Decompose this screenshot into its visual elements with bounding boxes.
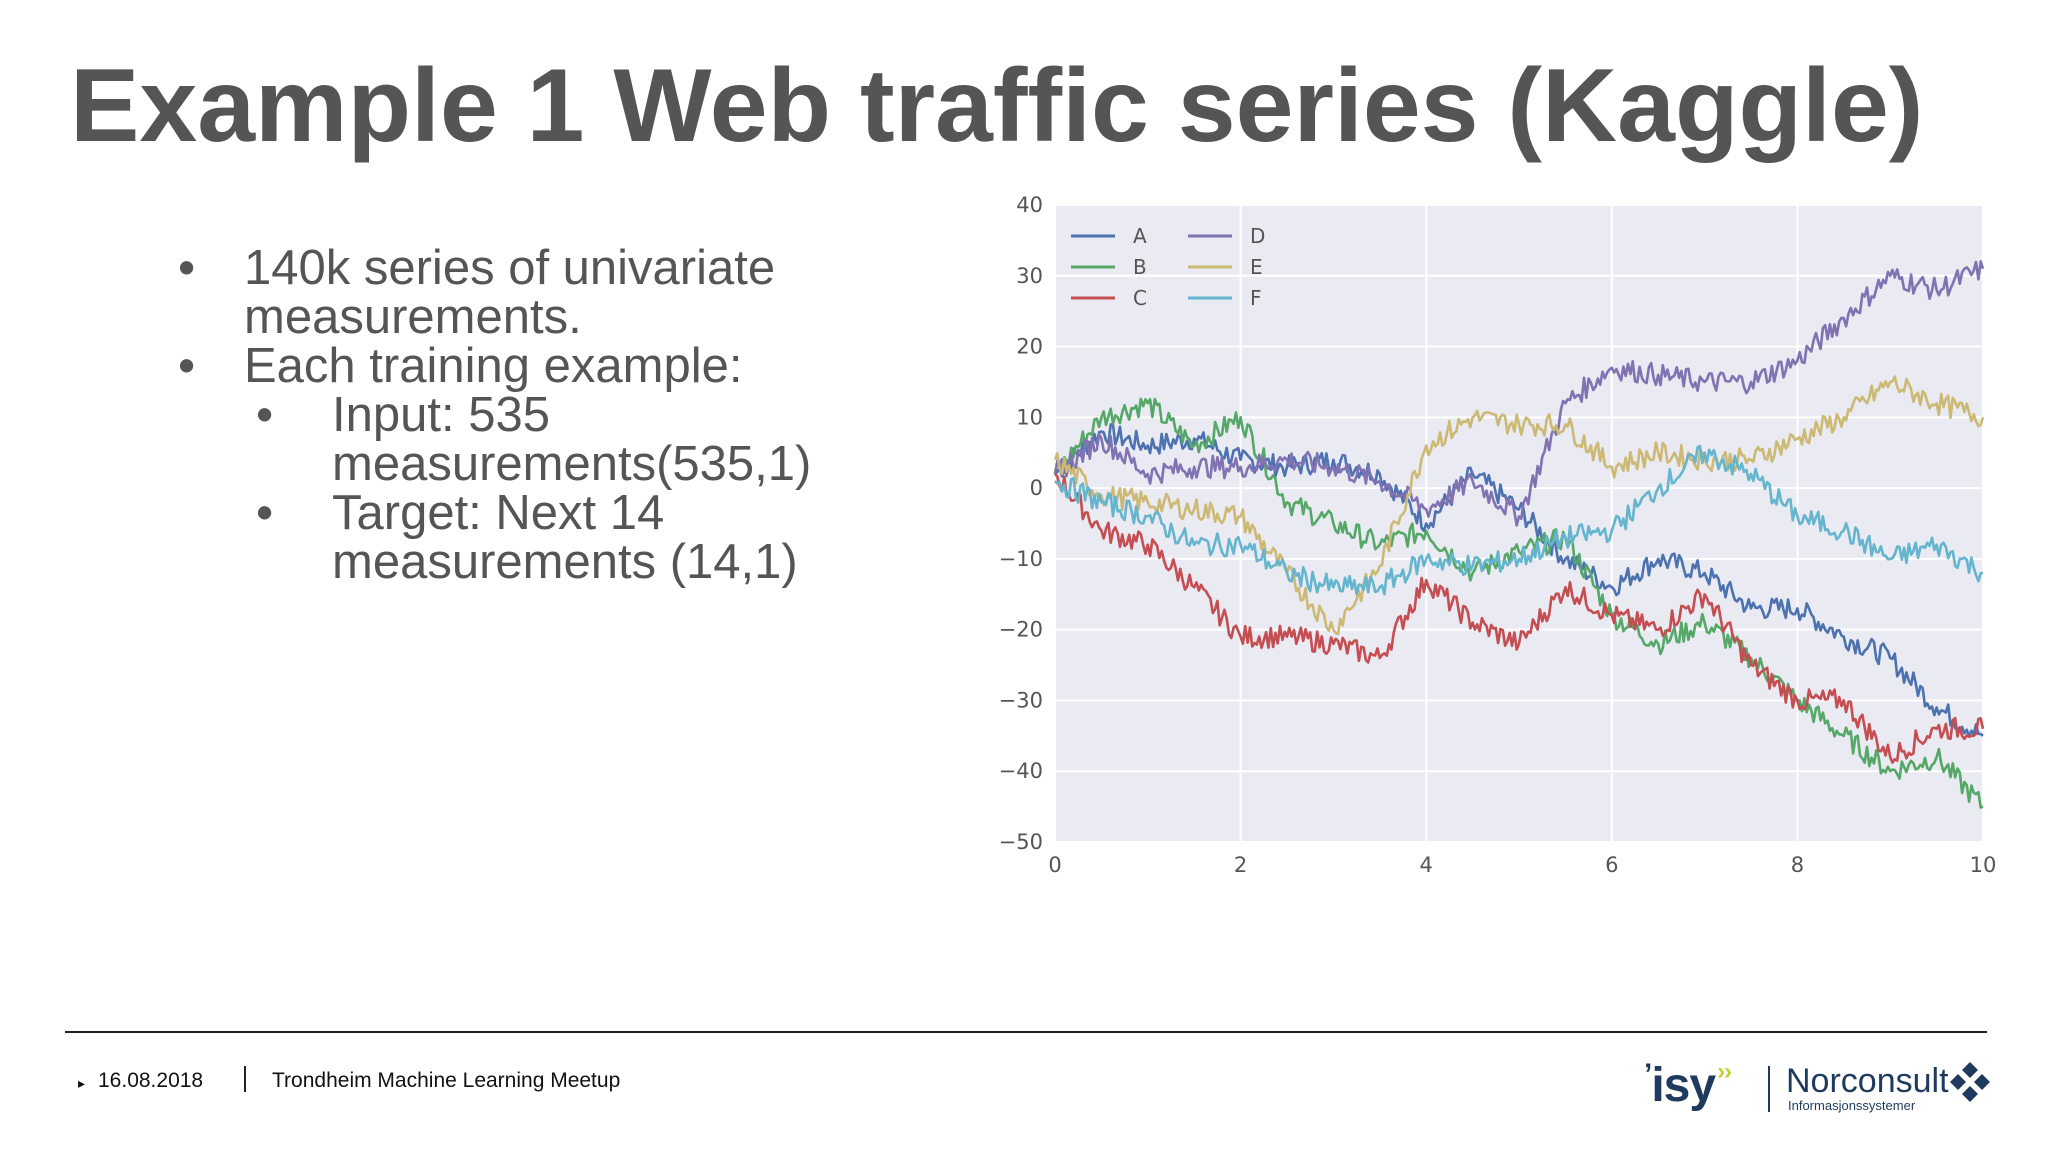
footer-divider bbox=[65, 1031, 1987, 1033]
y-tick-label: −30 bbox=[999, 688, 1043, 712]
series-line-C bbox=[1054, 473, 1985, 764]
bullet-list: • 140k series of univariate measurements… bbox=[178, 244, 918, 587]
y-tick-label: 20 bbox=[1016, 335, 1043, 359]
norconsult-diamond-icon bbox=[1950, 1062, 1990, 1102]
x-tick-label: 2 bbox=[1234, 853, 1247, 877]
bullet-text: Each training example: bbox=[244, 339, 743, 393]
isy-arrows-icon: ›› bbox=[1717, 1058, 1732, 1085]
y-tick-label: 0 bbox=[1030, 476, 1043, 500]
x-tick-label: 8 bbox=[1791, 853, 1804, 877]
bullet-item: • 140k series of univariate measurements… bbox=[178, 244, 918, 342]
isy-logo-text: ISY bbox=[1651, 1059, 1716, 1112]
bullet-text: 140k series of univariate measurements. bbox=[244, 241, 776, 344]
x-tick-label: 0 bbox=[1048, 853, 1061, 877]
sub-bullet-item: • Input: 535 measurements(535,1) bbox=[256, 391, 918, 489]
norconsult-logo-subtext: Informasjonssystemer bbox=[1788, 1098, 1916, 1113]
series-line-A bbox=[1054, 423, 1984, 738]
bullet-dot: • bbox=[256, 388, 274, 442]
x-tick-label: 4 bbox=[1420, 853, 1433, 877]
footer-arrow-icon: ▸ bbox=[78, 1075, 86, 1091]
sub-bullet-item: • Target: Next 14 measurements (14,1) bbox=[256, 489, 918, 587]
logo-separator bbox=[1768, 1066, 1770, 1112]
line-chart: 0 2 4 6 8 10 40 30 20 10 0 −10 −20 −30 −40 −50 A B C D E F bbox=[990, 180, 2010, 900]
bullet-text: Target: Next 14 measurements (14,1) bbox=[332, 486, 798, 589]
x-tick-label: 10 bbox=[1970, 853, 1997, 877]
bullet-dot: • bbox=[178, 241, 196, 295]
y-tick-label: 40 bbox=[1016, 193, 1043, 217]
series-line-B bbox=[1053, 397, 1984, 809]
legend-label: C bbox=[1133, 286, 1147, 310]
y-tick-label: −20 bbox=[999, 618, 1043, 642]
legend-label: E bbox=[1250, 255, 1263, 279]
y-tick-label: 10 bbox=[1016, 405, 1043, 429]
y-tick-label: −50 bbox=[999, 830, 1043, 854]
y-tick-label: 30 bbox=[1016, 264, 1043, 288]
plot-area bbox=[1055, 205, 1983, 842]
y-tick-label: −40 bbox=[999, 759, 1043, 783]
y-tick-label: −10 bbox=[999, 547, 1043, 571]
series-line-E bbox=[1053, 375, 1985, 636]
footer-event: Trondheim Machine Learning Meetup bbox=[272, 1069, 621, 1092]
series-line-D bbox=[1053, 260, 1985, 527]
chart-svg: 0 2 4 6 8 10 40 30 20 10 0 −10 −20 −30 −40 −50 ABC DEF bbox=[999, 193, 1997, 877]
x-tick-label: 6 bbox=[1605, 853, 1618, 877]
chart-canvas: 0 2 4 6 8 10 40 30 20 10 0 −10 −20 −30 −40 −50 A B C D E F bbox=[990, 180, 2010, 900]
isy-logo: ’ISY›› bbox=[1644, 1058, 1732, 1113]
isy-tick-icon: ’ bbox=[1644, 1058, 1652, 1091]
bullet-item: • Each training example: bbox=[178, 342, 918, 391]
footer-separator bbox=[244, 1066, 246, 1092]
slide-title: Example 1 Web traffic series (Kaggle) bbox=[70, 48, 1924, 164]
norconsult-logo-text: Norconsult bbox=[1786, 1062, 1949, 1100]
legend-label: B bbox=[1133, 255, 1147, 279]
bullet-dot: • bbox=[256, 486, 274, 540]
bullet-text: Input: 535 measurements(535,1) bbox=[332, 388, 812, 491]
legend-label: A bbox=[1133, 224, 1147, 248]
footer-date: 16.08.2018 bbox=[98, 1069, 204, 1092]
series-line-F bbox=[1054, 444, 1984, 596]
bullet-dot: • bbox=[178, 339, 196, 393]
legend-label: D bbox=[1250, 224, 1265, 248]
legend-label: F bbox=[1250, 286, 1262, 310]
